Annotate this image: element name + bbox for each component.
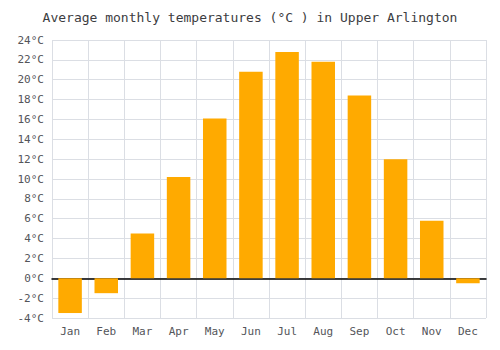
svg-text:0°C: 0°C — [24, 272, 44, 285]
svg-text:18°C: 18°C — [18, 93, 45, 106]
svg-text:-2°C: -2°C — [18, 292, 45, 305]
svg-text:Mar: Mar — [132, 325, 152, 338]
svg-text:-4°C: -4°C — [18, 312, 45, 325]
svg-text:10°C: 10°C — [18, 173, 45, 186]
svg-text:8°C: 8°C — [24, 192, 44, 205]
svg-text:16°C: 16°C — [18, 113, 45, 126]
svg-text:20°C: 20°C — [18, 73, 45, 86]
svg-text:Average monthly temperatures (: Average monthly temperatures (°C ) in Up… — [43, 10, 458, 25]
svg-text:Apr: Apr — [169, 325, 189, 338]
svg-text:May: May — [205, 325, 225, 338]
svg-text:12°C: 12°C — [18, 153, 45, 166]
svg-text:Aug: Aug — [313, 325, 333, 338]
svg-text:Jul: Jul — [277, 325, 297, 338]
svg-text:Oct: Oct — [386, 325, 406, 338]
svg-text:6°C: 6°C — [24, 212, 44, 225]
svg-text:Nov: Nov — [422, 325, 442, 338]
svg-text:22°C: 22°C — [18, 53, 45, 66]
svg-text:2°C: 2°C — [24, 252, 44, 265]
svg-text:Feb: Feb — [96, 325, 116, 338]
svg-text:Jun: Jun — [241, 325, 261, 338]
svg-text:24°C: 24°C — [18, 34, 45, 47]
svg-text:Dec: Dec — [458, 325, 478, 338]
svg-text:Jan: Jan — [60, 325, 80, 338]
svg-text:Sep: Sep — [349, 325, 369, 338]
svg-text:14°C: 14°C — [18, 133, 45, 146]
svg-text:4°C: 4°C — [24, 232, 44, 245]
